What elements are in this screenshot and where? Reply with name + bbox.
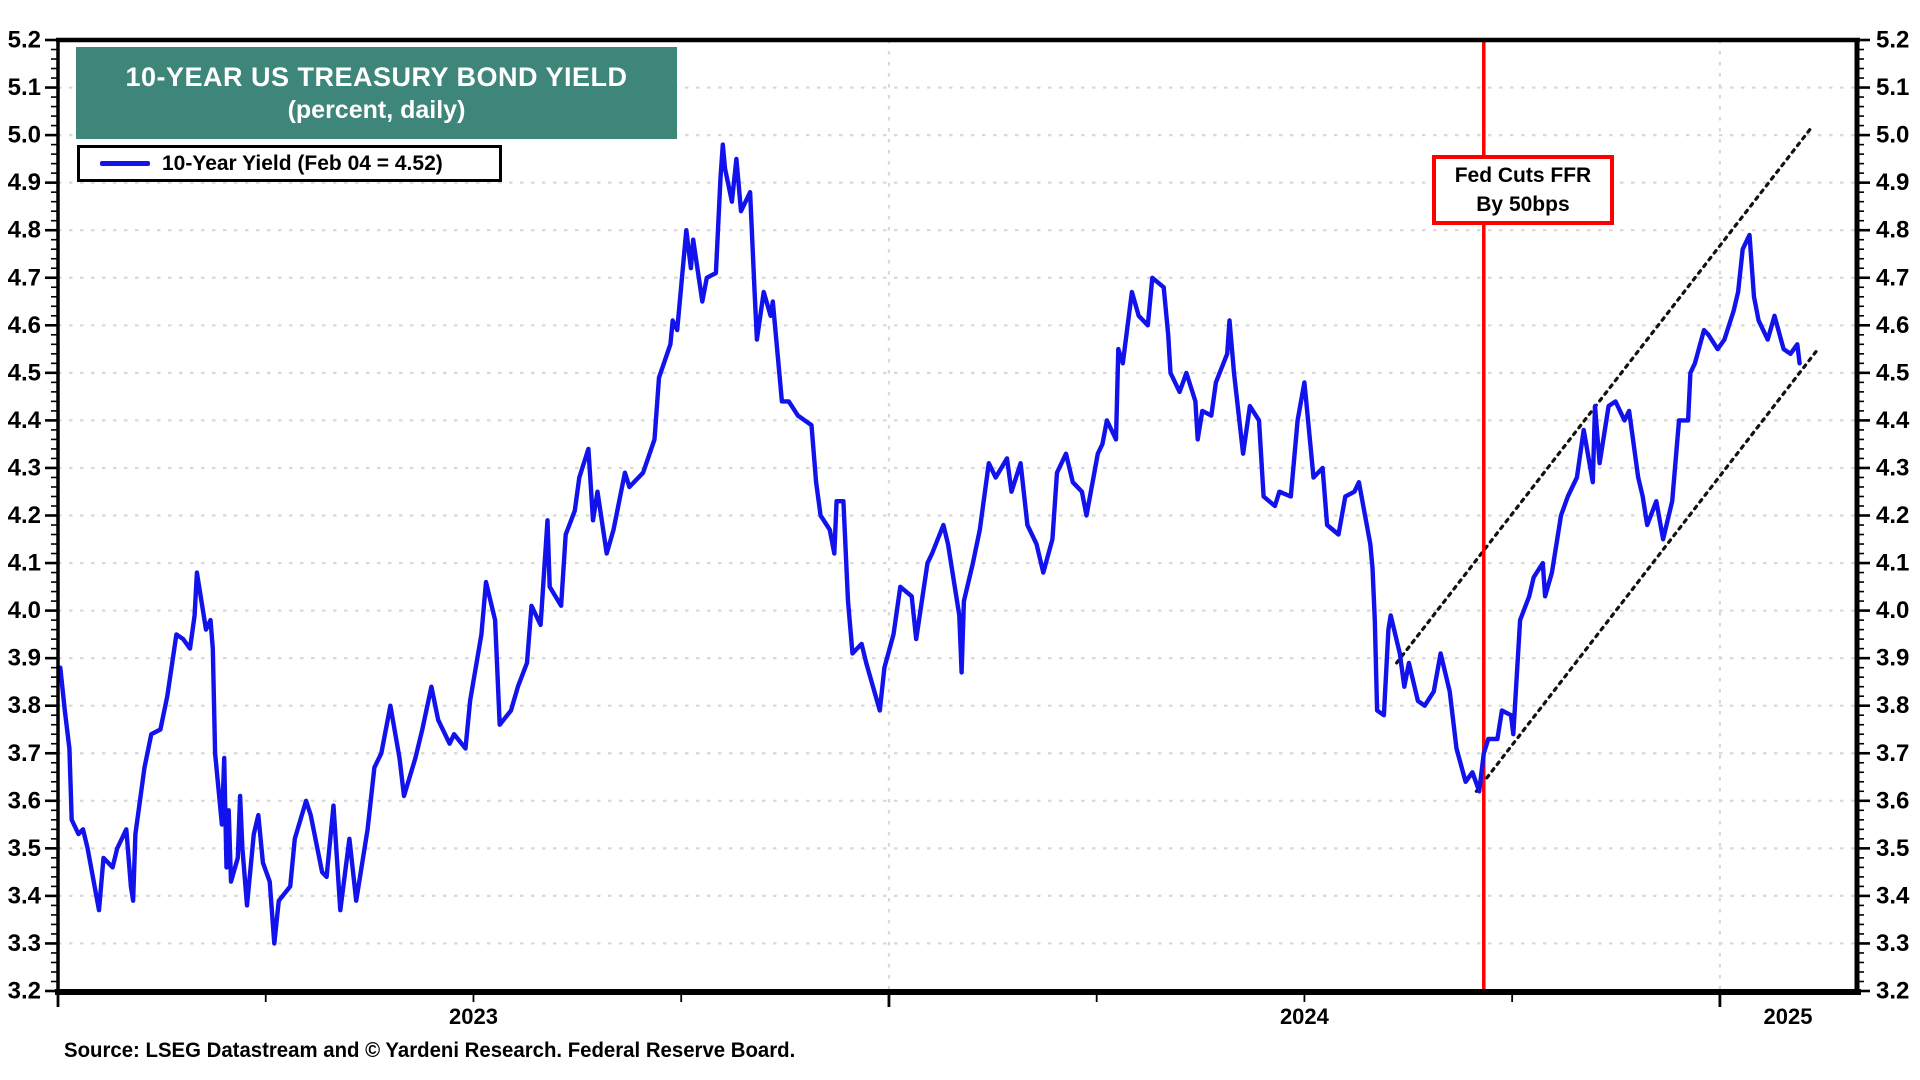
- y-axis-tick-label-right: 3.4: [1876, 882, 1910, 909]
- fed-cuts-annotation-box: Fed Cuts FFR By 50bps: [1431, 154, 1614, 225]
- y-axis-tick-label-left: 5.1: [8, 74, 41, 101]
- trend-channel-upper-dotted-line: [1395, 123, 1815, 665]
- y-axis-tick-label-left: 4.5: [8, 359, 41, 386]
- trend-channel-lower-dotted-line: [1474, 347, 1820, 793]
- y-axis-tick-label-right: 4.7: [1876, 264, 1909, 291]
- y-axis-tick-label-right: 4.9: [1876, 169, 1909, 196]
- y-axis-tick-label-right: 5.1: [1876, 74, 1909, 101]
- y-axis-tick-label-left: 4.1: [8, 550, 41, 577]
- y-axis-tick-label-left: 3.3: [8, 930, 41, 957]
- source-note: Source: LSEG Datastream and © Yardeni Re…: [64, 1039, 796, 1062]
- y-axis-tick-label-left: 4.3: [8, 454, 41, 481]
- y-axis-tick-label-right: 4.2: [1876, 502, 1909, 529]
- x-axis-year-label: 2025: [1764, 1004, 1813, 1029]
- y-axis-tick-label-left: 4.4: [8, 407, 42, 434]
- y-axis-tick-label-left: 3.9: [8, 645, 41, 672]
- x-axis-year-label: 2023: [449, 1004, 498, 1029]
- y-axis-tick-label-left: 3.6: [8, 787, 41, 814]
- y-axis-tick-label-right: 3.2: [1876, 978, 1909, 1005]
- y-axis-tick-label-left: 3.4: [8, 882, 42, 909]
- y-axis-tick-label-right: 4.0: [1876, 597, 1909, 624]
- y-axis-tick-label-right: 5.0: [1876, 122, 1909, 149]
- y-axis-tick-label-left: 4.6: [8, 312, 41, 339]
- y-axis-tick-label-left: 4.9: [8, 169, 41, 196]
- y-axis-tick-label-left: 4.8: [8, 217, 41, 244]
- chart-title-box: 10-YEAR US TREASURY BOND YIELD (percent,…: [76, 47, 677, 139]
- y-axis-tick-label-right: 4.5: [1876, 359, 1909, 386]
- y-axis-tick-label-right: 3.5: [1876, 835, 1909, 862]
- y-axis-tick-label-left: 5.2: [8, 27, 41, 54]
- legend-label: 10-Year Yield (Feb 04 = 4.52): [162, 151, 443, 175]
- y-axis-tick-label-left: 3.2: [8, 978, 41, 1005]
- y-axis-tick-label-left: 3.8: [8, 692, 41, 719]
- y-axis-tick-label-right: 3.3: [1876, 930, 1909, 957]
- x-axis-year-label: 2024: [1280, 1004, 1330, 1029]
- y-axis-tick-label-left: 3.7: [8, 740, 41, 767]
- fed-cuts-annotation-line2: By 50bps: [1476, 192, 1570, 216]
- legend-line-swatch: [100, 161, 150, 166]
- y-axis-tick-label-left: 3.5: [8, 835, 41, 862]
- y-axis-tick-label-right: 3.8: [1876, 692, 1909, 719]
- y-axis-tick-label-right: 3.7: [1876, 740, 1909, 767]
- legend: 10-Year Yield (Feb 04 = 4.52): [77, 145, 502, 182]
- y-axis-tick-label-right: 4.6: [1876, 312, 1909, 339]
- yield-series-line: [58, 142, 1802, 946]
- chart-subtitle: (percent, daily): [287, 96, 466, 124]
- y-axis-tick-label-right: 3.9: [1876, 645, 1909, 672]
- y-axis-tick-label-right: 4.1: [1876, 550, 1909, 577]
- y-axis-tick-label-right: 4.8: [1876, 217, 1909, 244]
- y-axis-tick-label-left: 4.7: [8, 264, 41, 291]
- y-axis-tick-label-left: 4.0: [8, 597, 41, 624]
- y-axis-tick-label-left: 5.0: [8, 122, 41, 149]
- y-axis-tick-label-right: 3.6: [1876, 787, 1909, 814]
- y-axis-tick-label-right: 4.4: [1876, 407, 1910, 434]
- y-axis-tick-label-left: 4.2: [8, 502, 41, 529]
- y-axis-tick-label-right: 4.3: [1876, 454, 1909, 481]
- y-axis-tick-label-right: 5.2: [1876, 27, 1909, 54]
- fed-cuts-annotation-line1: Fed Cuts FFR: [1454, 163, 1592, 187]
- chart-title: 10-YEAR US TREASURY BOND YIELD: [125, 62, 628, 92]
